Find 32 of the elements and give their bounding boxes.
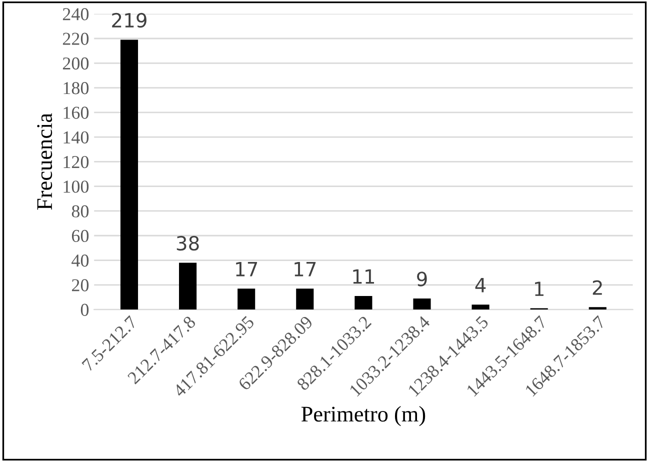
y-tick-label: 200 — [62, 57, 89, 70]
bar — [296, 288, 314, 310]
bar — [413, 298, 431, 310]
y-tick-label: 140 — [64, 131, 89, 144]
bar — [120, 40, 138, 310]
y-tick-label: 20 — [72, 279, 89, 292]
x-axis-title: Perimetro (m) — [301, 406, 426, 426]
data-label: 9 — [417, 272, 427, 286]
bar — [472, 304, 490, 310]
data-label: 11 — [353, 269, 374, 284]
y-tick-label: 60 — [72, 230, 89, 242]
data-label: 1 — [535, 282, 544, 296]
y-tick-label: 180 — [64, 82, 89, 94]
y-tick-label: 220 — [62, 32, 89, 45]
data-label: 17 — [236, 262, 258, 276]
data-label: 4 — [475, 278, 486, 292]
y-axis-title: Frecuencia — [37, 113, 52, 210]
y-tick-label: 160 — [64, 106, 89, 119]
bar — [238, 288, 256, 310]
y-tick-label: 80 — [72, 205, 89, 218]
y-tick-label: 0 — [80, 304, 89, 316]
data-label: 219 — [112, 12, 146, 28]
y-tick-label: 40 — [72, 254, 89, 267]
y-tick-label: 120 — [64, 156, 89, 168]
data-label: 2 — [592, 280, 602, 295]
data-label: 17 — [294, 262, 316, 276]
bar — [354, 296, 372, 310]
bar — [588, 307, 606, 310]
y-tick-label: 240 — [62, 8, 89, 20]
data-label: 38 — [176, 236, 199, 251]
bar — [179, 262, 197, 310]
y-tick-label: 100 — [64, 180, 89, 193]
